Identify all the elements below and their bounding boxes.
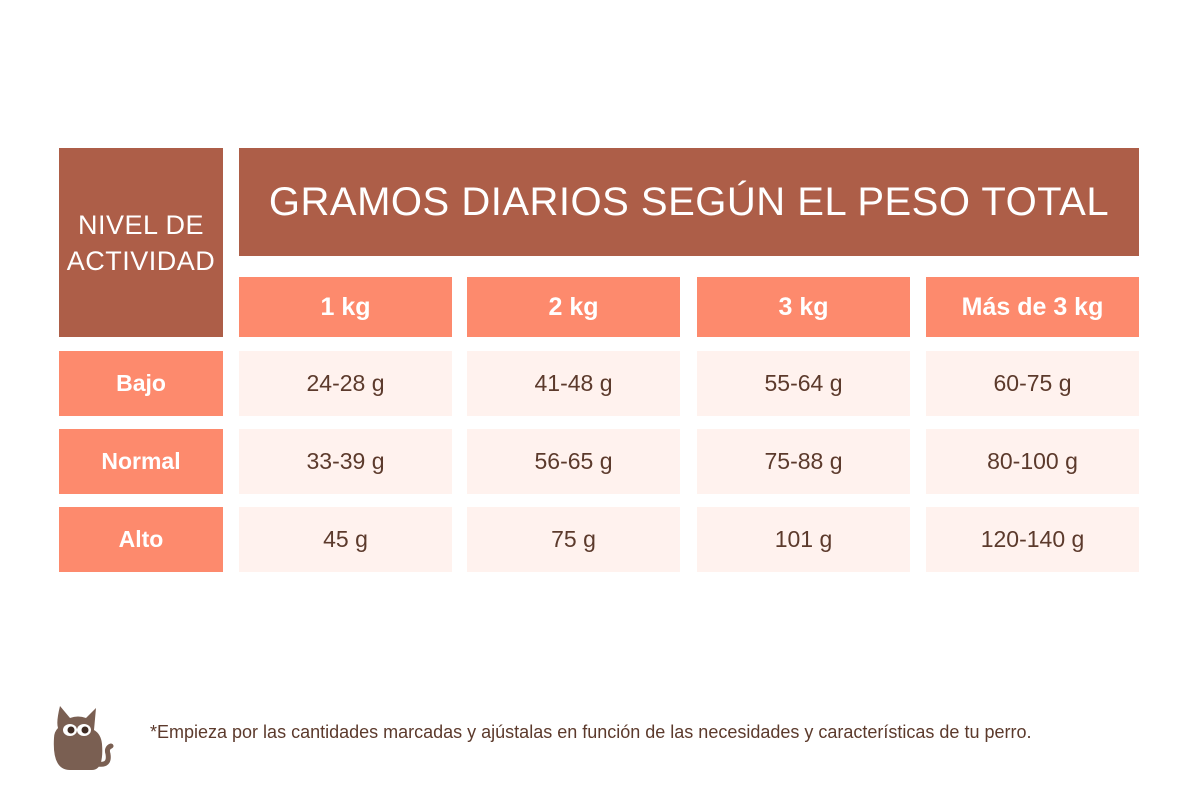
cell-value: 33-39 g [306, 448, 385, 474]
row-label-text: Bajo [116, 370, 166, 396]
cell-value: 120-140 g [980, 526, 1085, 552]
table-cell: 60-75 g [926, 351, 1139, 416]
table-cell: 101 g [697, 507, 910, 572]
cell-value: 41-48 g [534, 370, 613, 396]
table-cell: 80-100 g [926, 429, 1139, 494]
table-cell: 55-64 g [697, 351, 910, 416]
table-cell: 75 g [467, 507, 680, 572]
table-cell: 45 g [239, 507, 452, 572]
table-cell: 75-88 g [697, 429, 910, 494]
activity-level-label: NIVEL DE ACTIVIDAD [66, 209, 216, 276]
column-header-2kg: 2 kg [467, 277, 680, 337]
cat-icon [48, 700, 114, 774]
cell-value: 75-88 g [764, 448, 843, 474]
table-title-text: GRAMOS DIARIOS SEGÚN EL PESO TOTAL [268, 179, 1110, 224]
column-header-label: Más de 3 kg [961, 292, 1104, 321]
table-cell: 24-28 g [239, 351, 452, 416]
table-cell: 33-39 g [239, 429, 452, 494]
column-header-3kg: 3 kg [697, 277, 910, 337]
column-header-more-than-3kg: Más de 3 kg [926, 277, 1139, 337]
footnote: *Empieza por las cantidades marcadas y a… [150, 722, 1032, 742]
table-cell: 56-65 g [467, 429, 680, 494]
cell-value: 56-65 g [534, 448, 613, 474]
column-header-label: 2 kg [548, 292, 599, 321]
row-label-text: Alto [118, 526, 164, 552]
column-header-label: 3 kg [778, 292, 829, 321]
table-cell: 120-140 g [926, 507, 1139, 572]
column-header-label: 1 kg [320, 292, 371, 321]
column-header-1kg: 1 kg [239, 277, 452, 337]
cell-value: 24-28 g [306, 370, 385, 396]
cell-value: 101 g [774, 526, 833, 552]
cell-value: 80-100 g [987, 448, 1078, 474]
table-title: GRAMOS DIARIOS SEGÚN EL PESO TOTAL [239, 148, 1139, 256]
cell-value: 75 g [551, 526, 596, 552]
activity-level-header: NIVEL DE ACTIVIDAD [59, 148, 223, 337]
row-label-bajo: Bajo [59, 351, 223, 416]
row-label-normal: Normal [59, 429, 223, 494]
row-label-text: Normal [101, 448, 181, 474]
table-cell: 41-48 g [467, 351, 680, 416]
cell-value: 45 g [323, 526, 368, 552]
row-label-alto: Alto [59, 507, 223, 572]
cell-value: 60-75 g [993, 370, 1072, 396]
cell-value: 55-64 g [764, 370, 843, 396]
